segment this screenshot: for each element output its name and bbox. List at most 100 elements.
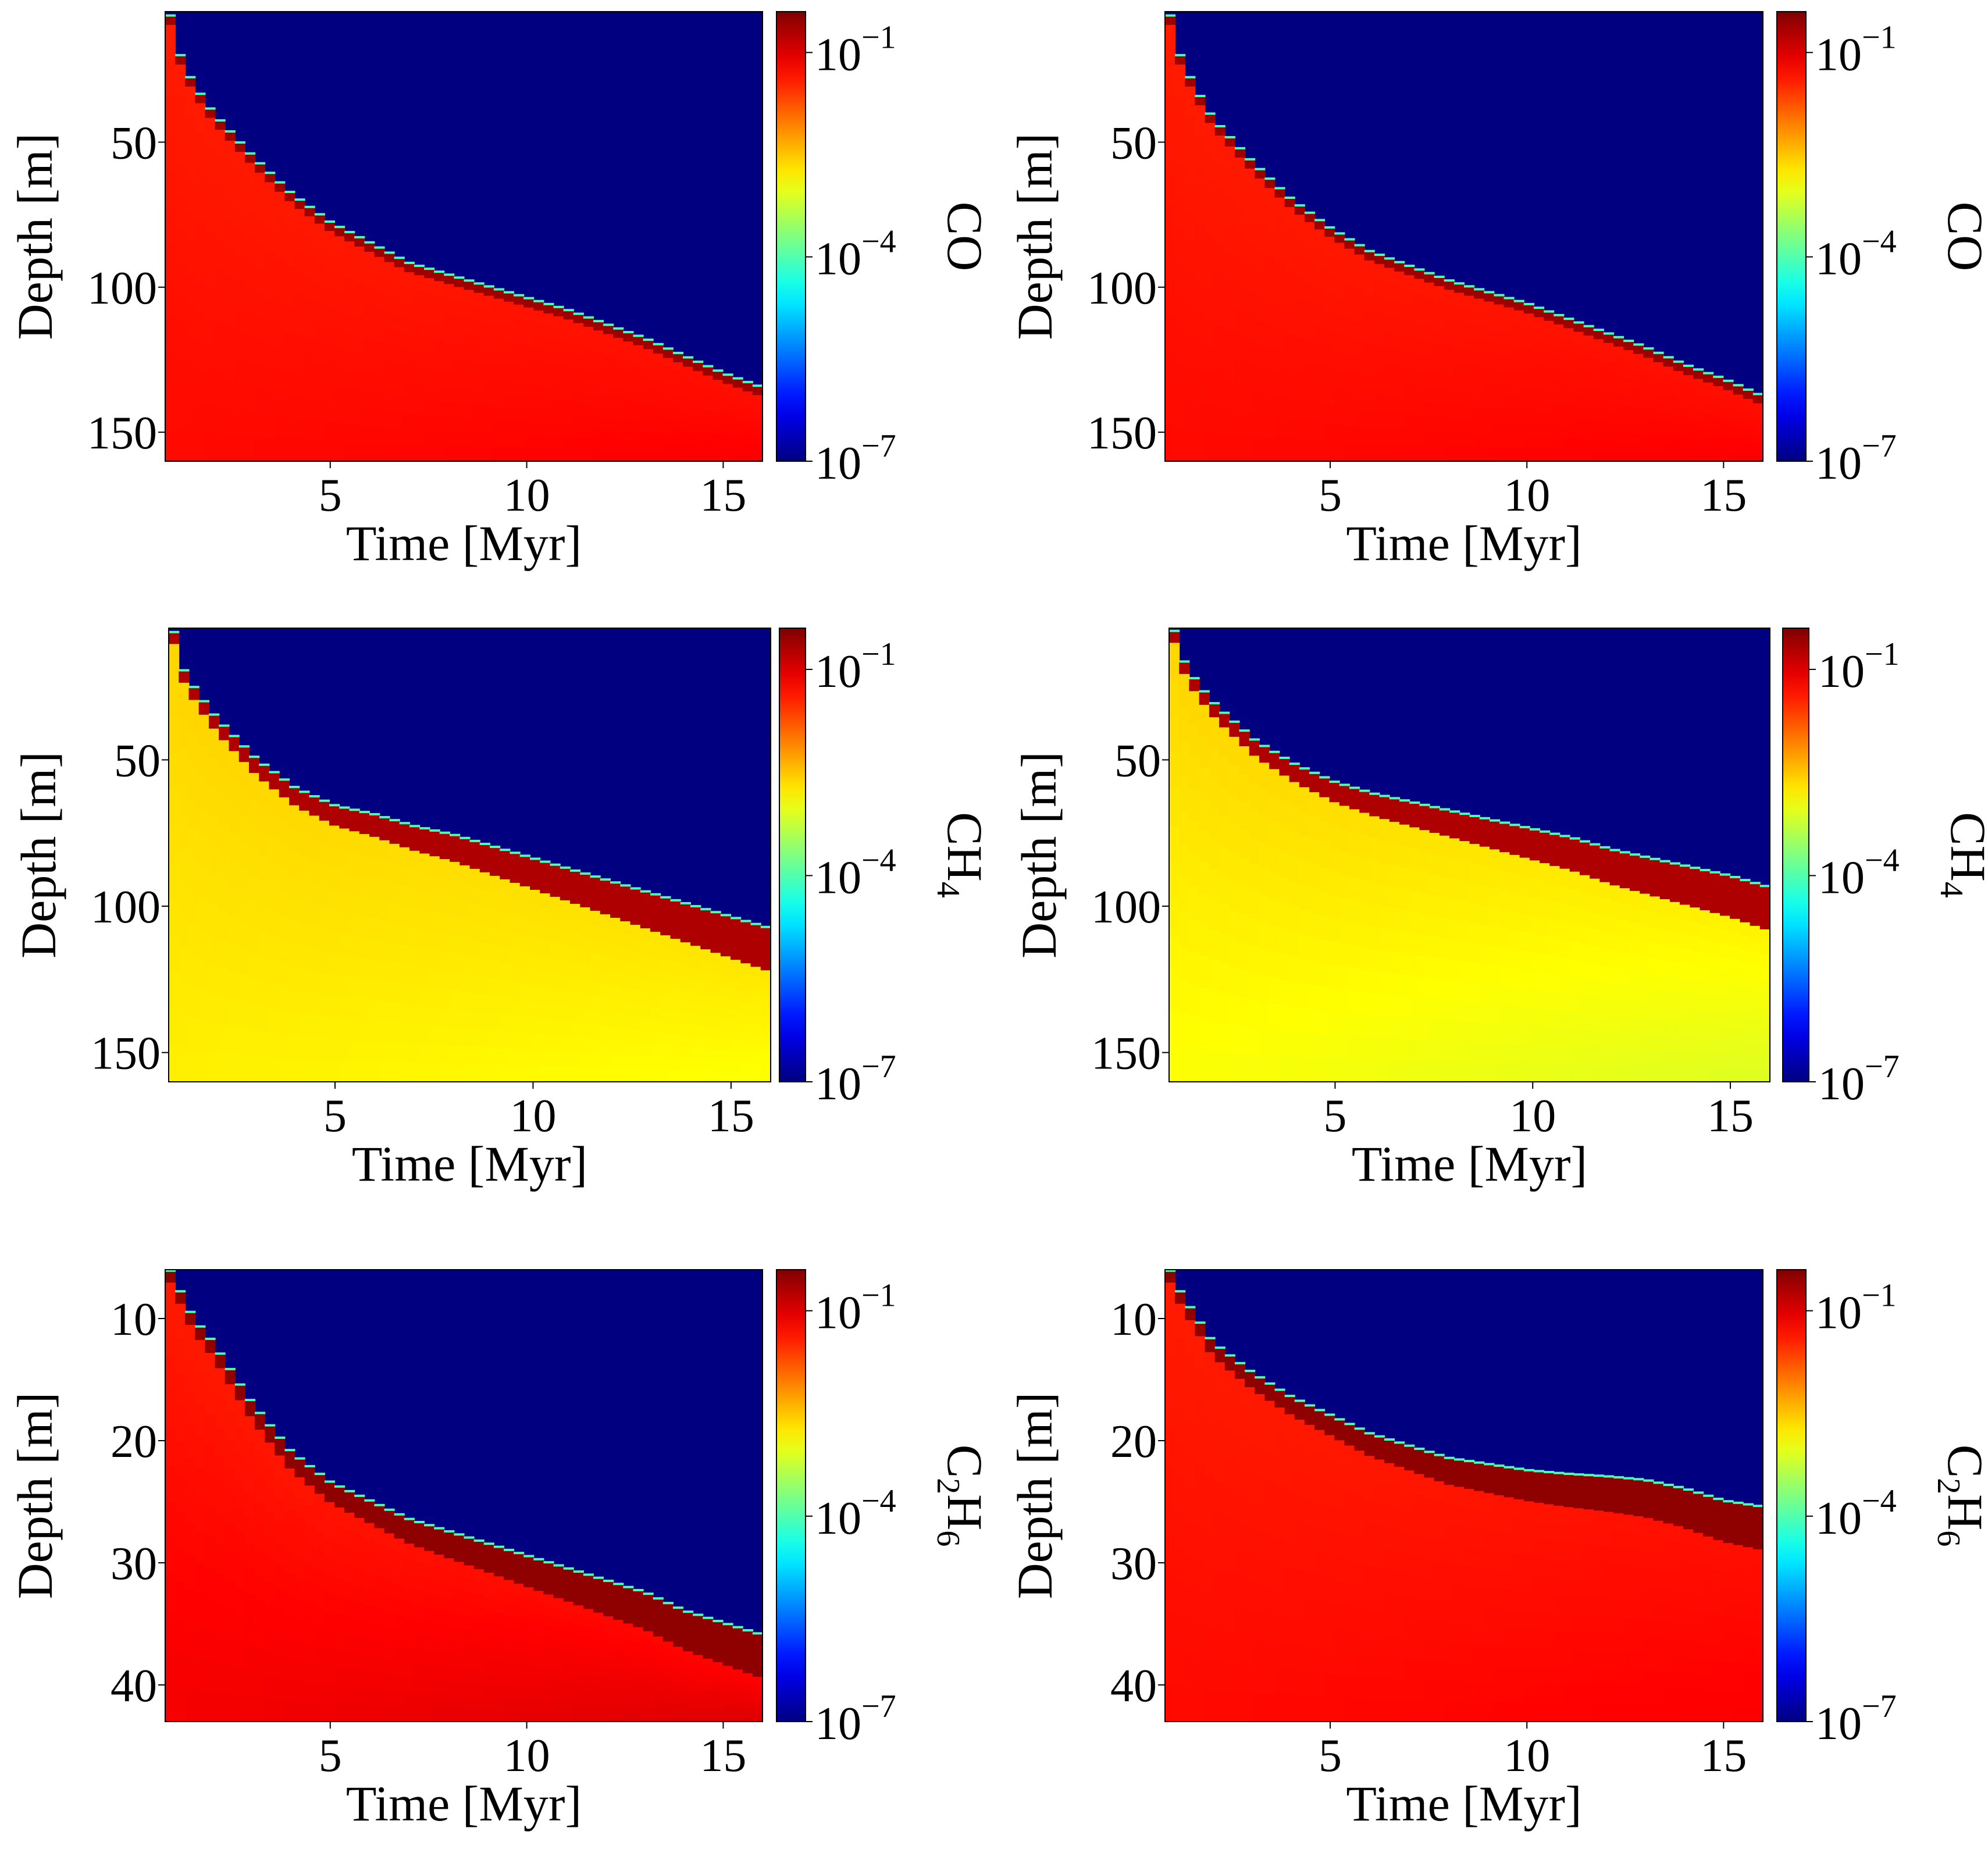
heatmap-cell <box>479 889 490 908</box>
front-band-cell <box>712 1622 724 1662</box>
heatmap-cell <box>613 451 624 461</box>
heatmap-cell <box>1284 376 1295 398</box>
heatmap-cell <box>1214 1572 1225 1603</box>
heatmap-cell <box>1613 1565 1624 1584</box>
heatmap-cell <box>294 377 305 399</box>
heatmap-cell <box>1640 1019 1651 1036</box>
front-band-cell <box>519 857 530 886</box>
heatmap-cell <box>359 978 370 1000</box>
heatmap-cell <box>429 969 440 989</box>
heatmap-cell <box>553 412 564 426</box>
heatmap-cell <box>1374 264 1385 282</box>
y-axis-label: Depth [m] <box>10 751 66 958</box>
heatmap-cell <box>483 1609 494 1623</box>
heatmap-cell <box>1533 1630 1545 1649</box>
heatmap-cell <box>344 388 355 407</box>
heatmap-cell <box>1544 1540 1555 1559</box>
heatmap-cell <box>1444 1662 1455 1683</box>
heatmap-cell <box>693 431 704 440</box>
heatmap-cell <box>344 1599 355 1618</box>
heatmap-cell <box>1354 1631 1365 1655</box>
heatmap-cell <box>304 236 315 258</box>
heatmap-cell <box>349 852 360 874</box>
heatmap-cell <box>1309 961 1320 986</box>
heatmap-cell <box>1683 432 1694 440</box>
heatmap-cell <box>1529 860 1541 880</box>
heatmap-cell <box>1314 1697 1326 1722</box>
heatmap-cell <box>693 371 704 379</box>
heatmap-cell <box>1289 1057 1300 1082</box>
heatmap-cell <box>1249 837 1260 865</box>
heatmap-cell <box>620 961 631 976</box>
heatmap-cell <box>255 1453 266 1479</box>
heatmap-cell <box>750 1034 761 1045</box>
heatmap-cell <box>1673 401 1684 409</box>
heatmap-cell <box>1234 1378 1246 1408</box>
heatmap-cell <box>514 1652 525 1665</box>
heatmap-cell <box>1429 1040 1440 1062</box>
heatmap-cell <box>1304 1647 1315 1673</box>
front-edge-cell <box>742 1629 753 1633</box>
heatmap-cell <box>720 1009 731 1020</box>
heatmap-cell <box>620 1042 631 1056</box>
heatmap-cell <box>1559 1046 1570 1065</box>
heatmap-cell <box>1700 1010 1711 1025</box>
heatmap-cell <box>1752 413 1763 419</box>
heatmap-cell <box>364 1556 375 1573</box>
heatmap-cell <box>1219 845 1230 876</box>
heatmap-cell <box>1603 1529 1614 1548</box>
front-edge-cell <box>1504 1466 1515 1469</box>
heatmap-cell <box>1513 1610 1524 1630</box>
heatmap-cell <box>1195 1368 1206 1401</box>
heatmap-cell <box>523 1587 535 1599</box>
heatmap-cell <box>1249 1054 1260 1082</box>
heatmap-cell <box>563 378 574 391</box>
heatmap-cell <box>1334 407 1345 426</box>
heatmap-cell <box>722 1689 733 1695</box>
front-band-cell <box>225 132 236 141</box>
heatmap-cell <box>1404 290 1415 307</box>
heatmap-cell <box>255 1673 266 1698</box>
heatmap-cell <box>469 1010 480 1029</box>
heatmap-cell <box>1394 1573 1405 1595</box>
heatmap-cell <box>680 1035 691 1048</box>
heatmap-cell <box>623 1631 634 1641</box>
heatmap-cell <box>205 1691 216 1722</box>
heatmap-cell <box>543 448 554 461</box>
heatmap-cell <box>1414 1639 1425 1661</box>
x-axis-label: Time [Myr] <box>352 1136 587 1192</box>
heatmap-cell <box>493 366 504 381</box>
heatmap-cell <box>722 1694 733 1699</box>
front-edge-cell <box>623 331 634 334</box>
heatmap-cell <box>1453 1623 1465 1644</box>
heatmap-cell <box>1519 857 1530 877</box>
front-band-cell <box>384 1510 395 1534</box>
front-band-cell <box>1165 1271 1176 1283</box>
heatmap-cell <box>1185 1654 1196 1689</box>
heatmap-cell <box>1219 875 1230 906</box>
heatmap-cell <box>289 920 300 945</box>
heatmap-cell <box>309 1037 320 1060</box>
heatmap-cell <box>1354 272 1365 290</box>
heatmap-cell <box>1464 1547 1475 1567</box>
heatmap-cell <box>299 1014 310 1038</box>
heatmap-cell <box>1723 449 1734 456</box>
heatmap-cell <box>314 1608 325 1627</box>
front-band-cell <box>1673 362 1684 371</box>
heatmap-cell <box>255 172 266 198</box>
heatmap-cell <box>265 182 276 206</box>
heatmap-cell <box>1169 862 1180 900</box>
front-edge-cell <box>1195 95 1206 98</box>
heatmap-cell <box>533 1667 544 1679</box>
heatmap-cell <box>1549 865 1561 885</box>
heatmap-cell <box>1219 963 1230 994</box>
heatmap-cell <box>672 387 684 396</box>
heatmap-cell <box>1304 421 1315 442</box>
front-edge-cell <box>1554 313 1565 317</box>
heatmap-cell <box>1623 443 1634 453</box>
heatmap-cell <box>299 1059 310 1082</box>
heatmap-cell <box>304 1604 315 1624</box>
heatmap-cell <box>1409 933 1420 956</box>
front-edge-cell <box>195 1325 206 1328</box>
heatmap-cell <box>215 185 226 213</box>
